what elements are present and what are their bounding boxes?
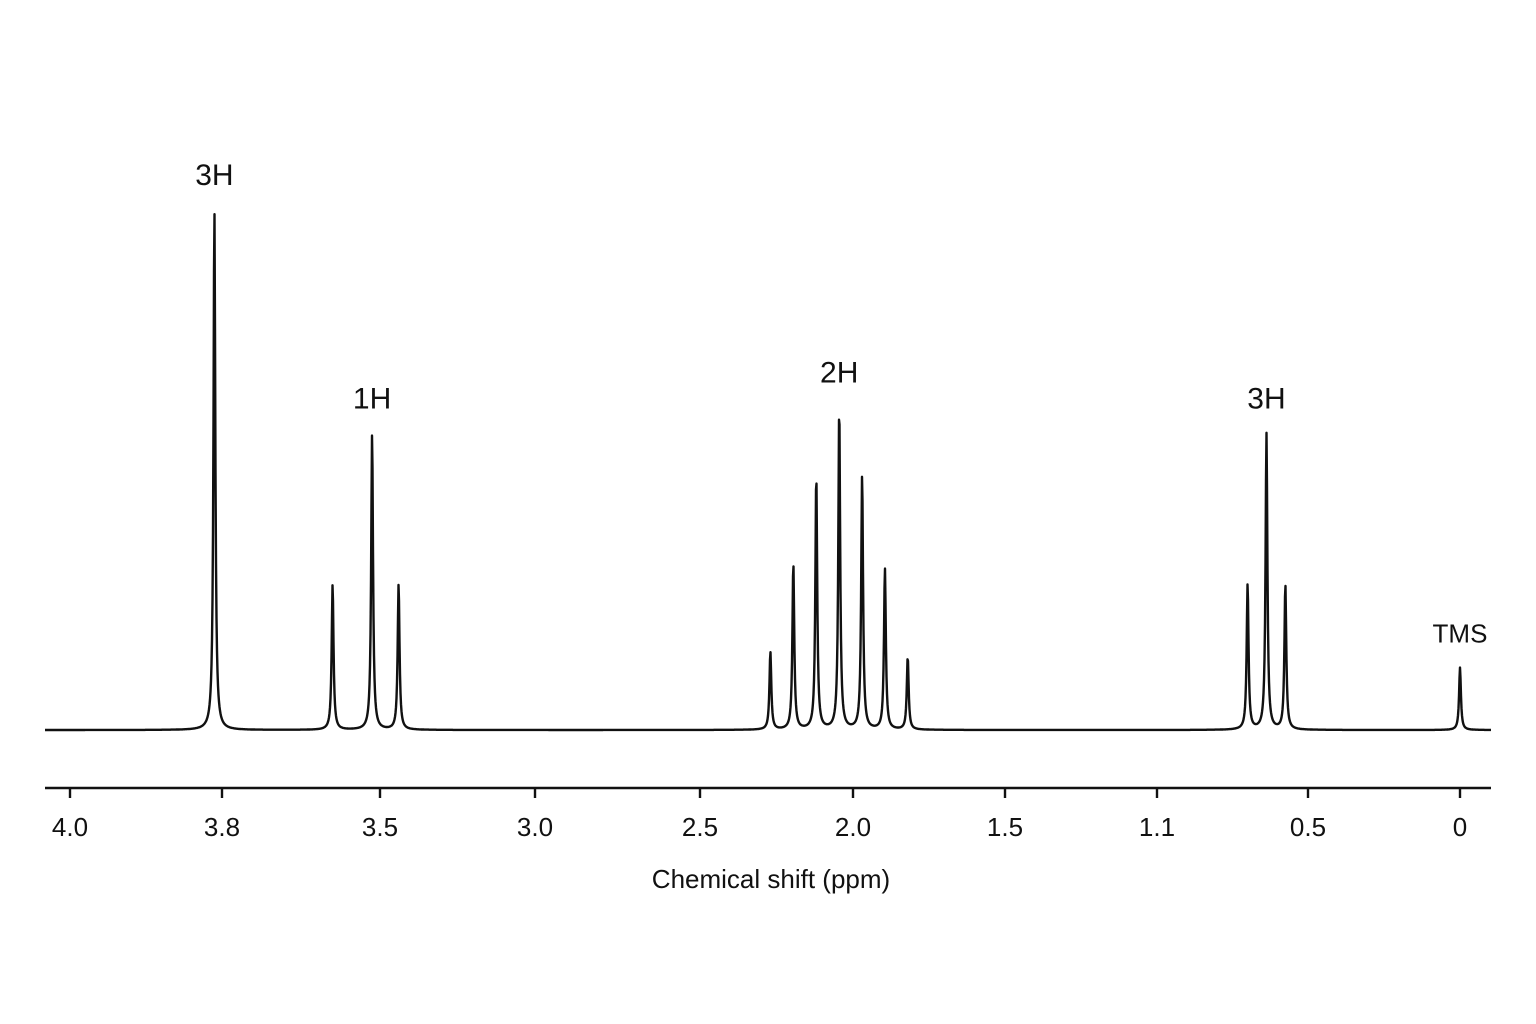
spectrum-trace (44, 213, 1492, 732)
integration-label: 3H (195, 159, 233, 192)
peak-annotations: 3H 1H 2H 3H TMS (195, 159, 1487, 649)
x-tick-label: 0 (1453, 812, 1467, 842)
tms-reference-label: TMS (1433, 619, 1488, 649)
x-tick-label: 2.5 (682, 812, 718, 842)
x-axis-title: Chemical shift (ppm) (652, 864, 890, 894)
x-tick-label: 3.0 (517, 812, 553, 842)
x-tick-label: 3.5 (362, 812, 398, 842)
integration-label: 2H (820, 357, 858, 390)
integration-label: 3H (1247, 383, 1285, 416)
x-tick-label: 4.0 (52, 812, 88, 842)
integration-label: 1H (353, 383, 391, 416)
x-tick-label: 1.5 (987, 812, 1023, 842)
x-tick-label: 2.0 (835, 812, 871, 842)
x-axis-ticks (68, 788, 1462, 798)
x-tick-label: 0.5 (1290, 812, 1326, 842)
x-tick-label: 3.8 (204, 812, 240, 842)
x-axis-tick-labels: 4.0 3.8 3.5 3.0 2.5 2.0 1.5 1.1 0.5 0 (52, 812, 1467, 842)
x-tick-label: 1.1 (1139, 812, 1175, 842)
